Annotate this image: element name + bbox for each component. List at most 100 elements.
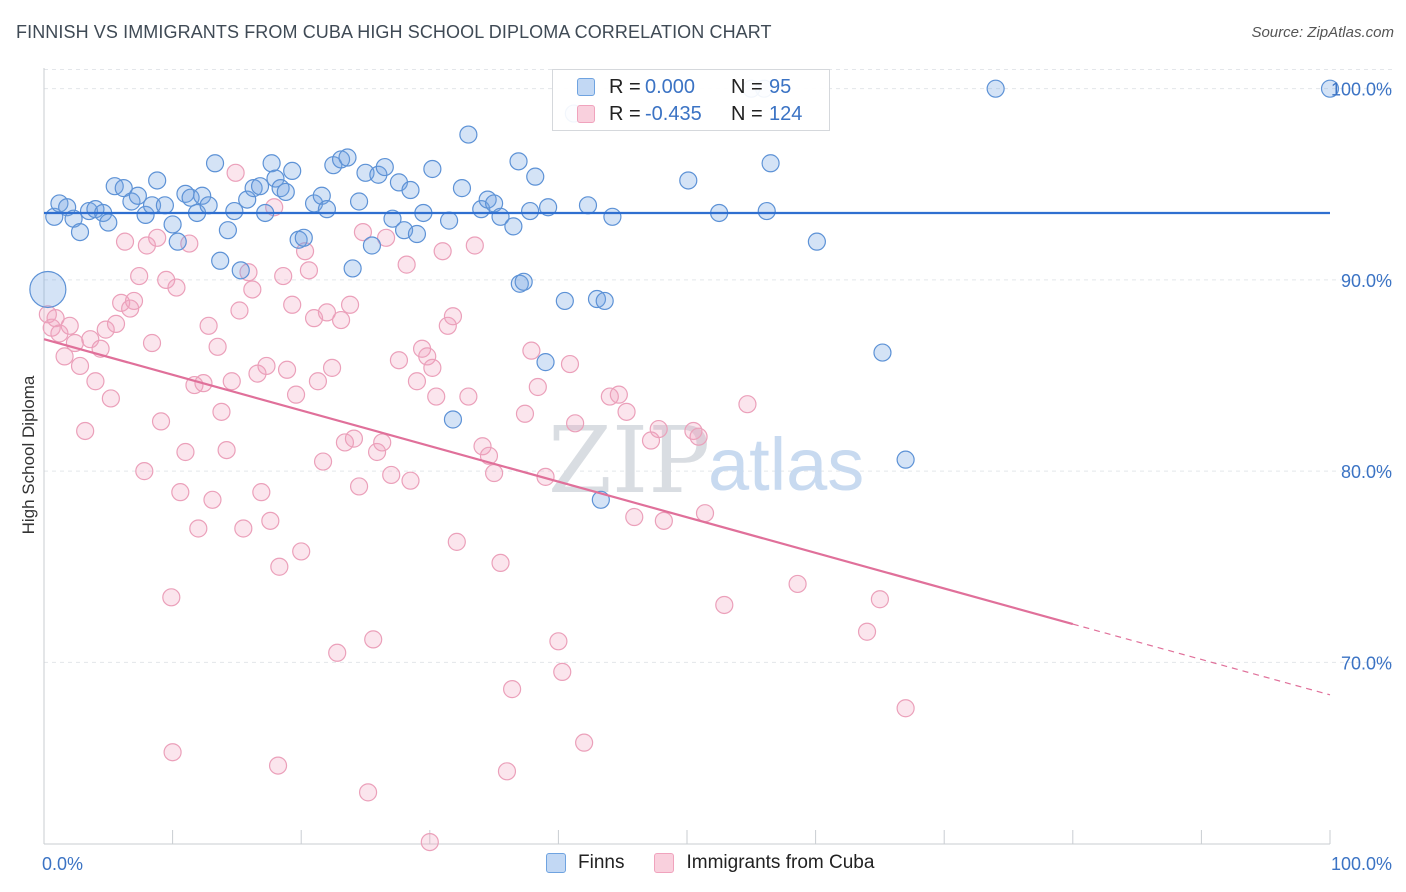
watermark: ZIP atlas [548, 407, 864, 514]
cuba-point [286, 385, 306, 404]
cuba-point [575, 733, 594, 752]
cuba-point [684, 421, 703, 441]
finns-point [294, 228, 313, 247]
cuba-point [389, 351, 409, 370]
cuba-point [157, 270, 176, 290]
finns-point [679, 171, 698, 190]
cuba-point [199, 316, 218, 335]
legend-item-finns: Finns [546, 852, 624, 874]
cuba-point [358, 783, 378, 802]
finns-point [148, 171, 167, 190]
legend-item-cuba: Immigrants from Cuba [654, 852, 874, 874]
cuba-point [148, 228, 167, 247]
cuba-point [373, 433, 392, 452]
finns-point [521, 201, 540, 221]
cuba-point [180, 234, 199, 253]
cuba-n-value: 124 [769, 102, 803, 125]
finns-point [407, 224, 427, 244]
cuba-point [106, 314, 126, 333]
axes [43, 68, 1331, 845]
chart-source: Source: ZipAtlas.com [1251, 24, 1394, 41]
cuba-point [328, 643, 347, 662]
finns-point [168, 232, 187, 251]
finns-n-value: 95 [769, 75, 792, 98]
cuba-point [257, 356, 276, 376]
finns-point [211, 251, 230, 270]
cuba-point [497, 762, 517, 781]
cuba-point [137, 236, 156, 255]
cuba-point [60, 316, 79, 335]
finns-point [29, 270, 67, 309]
series-cuba-points [38, 163, 915, 852]
finns-point [595, 291, 614, 311]
cuba-point [738, 395, 757, 414]
cuba-point [185, 375, 204, 395]
finns-point [362, 236, 382, 255]
cuba-point [465, 236, 484, 255]
finns-point [136, 205, 155, 224]
finns-point [99, 213, 118, 232]
cuba-point [695, 504, 715, 523]
finns-point [114, 179, 133, 198]
finns-point [193, 186, 212, 205]
cuba-point [96, 320, 115, 339]
finns-point [514, 272, 533, 291]
finns-point [459, 125, 478, 144]
cuba-point [151, 412, 171, 431]
finns-point [331, 150, 351, 169]
cuba-point [261, 511, 280, 530]
finns-point [986, 79, 1005, 98]
cuba-point [367, 442, 387, 462]
finns-point [238, 190, 257, 209]
cuba-point [376, 228, 396, 247]
cuba-point [230, 301, 249, 320]
cuba-point [528, 377, 547, 397]
cuba-point [566, 414, 585, 433]
cuba-point [382, 465, 401, 485]
cuba-point [292, 542, 311, 561]
finns-point [423, 159, 442, 179]
cuba-point [401, 471, 420, 490]
cuba-point [331, 310, 351, 330]
y-tick-label: 80.0% [1341, 462, 1392, 482]
cuba-point [176, 442, 195, 462]
finns-point [105, 177, 124, 196]
cuba-point [335, 433, 355, 452]
cuba-point [243, 280, 262, 299]
cuba-point [203, 490, 222, 509]
finns-point [283, 161, 302, 181]
finns-r-value: 0.000 [645, 75, 696, 98]
cuba-point [313, 452, 333, 471]
cuba-point [55, 347, 74, 366]
cuba-point [50, 324, 69, 343]
cuba-point [407, 372, 427, 391]
watermark-atlas: atlas [708, 423, 864, 506]
y-tick-label: 100.0% [1331, 80, 1392, 100]
cuba-trend-line [43, 338, 1074, 626]
cuba-point [142, 333, 162, 353]
cuba-r-value: -0.435 [645, 102, 702, 125]
cuba-point [418, 347, 437, 366]
cuba-point [171, 483, 190, 502]
cuba-trend-extension [1072, 623, 1331, 696]
cuba-point [101, 389, 120, 408]
cuba-point [277, 360, 297, 379]
cuba-point [447, 532, 466, 551]
cuba-point [788, 574, 807, 594]
cuba-point [549, 632, 568, 651]
finns-point [375, 157, 394, 177]
finns-point [555, 291, 574, 311]
finns-point [504, 217, 523, 236]
chart-title: FINNISH VS IMMIGRANTS FROM CUBA HIGH SCH… [16, 22, 772, 42]
cuba-point [503, 680, 522, 699]
cuba-point [654, 511, 673, 530]
finns-point [1320, 79, 1340, 98]
finns-point [761, 154, 780, 173]
finns-point [603, 207, 622, 226]
finns-point [58, 198, 77, 217]
cuba-point [265, 198, 284, 217]
cuba-point [870, 590, 890, 609]
finns-point [128, 186, 147, 205]
cuba-point [317, 303, 337, 322]
cuba-point [46, 309, 65, 328]
